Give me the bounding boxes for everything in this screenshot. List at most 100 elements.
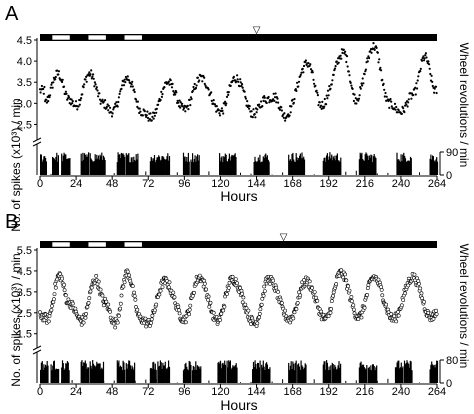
data-point (402, 107, 405, 110)
data-point (383, 88, 386, 91)
data-point (297, 85, 300, 88)
wheel-bar (193, 159, 195, 175)
data-point (323, 105, 326, 108)
data-point (328, 310, 333, 315)
wheel-bar (369, 369, 371, 383)
data-point (263, 96, 266, 99)
data-point (121, 284, 126, 289)
wheel-bar (190, 159, 192, 175)
wheel-bar (360, 154, 362, 175)
wheel-bar (331, 154, 333, 175)
wheel-bar (165, 368, 167, 383)
data-point (224, 100, 227, 103)
wheel-bar (257, 363, 259, 383)
wheel-bar (83, 153, 86, 175)
data-point (424, 52, 427, 55)
data-point (307, 279, 312, 284)
wheel-bar (50, 382, 52, 383)
wheel-bar (228, 158, 230, 175)
data-point (241, 83, 244, 86)
wheel-bar (326, 362, 328, 383)
data-point (396, 309, 401, 314)
wheel-bar (267, 159, 269, 175)
wheel-bar (230, 369, 232, 383)
data-point (48, 96, 51, 99)
wheel-bar (219, 363, 221, 383)
wheel-bar (168, 366, 171, 383)
wheel-bar (163, 365, 165, 383)
x-tick-label: 120 (211, 386, 229, 398)
data-point (119, 90, 122, 93)
wheel-bar (42, 369, 44, 383)
wheel-bar (150, 156, 152, 175)
wheel-bar (96, 361, 98, 383)
data-point (61, 78, 64, 81)
data-point (389, 97, 392, 101)
data-point (404, 101, 407, 104)
data-point (364, 68, 367, 71)
data-point (282, 116, 285, 119)
data-point (412, 272, 417, 277)
wheel-bar (153, 361, 155, 383)
wheel-bar (40, 170, 41, 175)
data-point (359, 87, 362, 90)
wheel-bar (159, 160, 161, 175)
data-point (283, 308, 288, 313)
data-point (361, 84, 364, 87)
wheel-bar (295, 360, 297, 383)
data-point (208, 300, 213, 305)
data-point (55, 277, 60, 282)
wheel-bar (229, 360, 231, 383)
wheel-bar (88, 367, 90, 383)
wheel-bar (355, 380, 357, 383)
data-point (73, 306, 78, 311)
data-point (422, 59, 426, 62)
wheel-bar (220, 157, 222, 175)
wheel-bar (57, 369, 59, 383)
wheel-bar (195, 361, 197, 383)
wheel-bar (367, 155, 369, 175)
data-point (71, 102, 74, 105)
wheel-bar (355, 170, 357, 175)
wheel-bar (408, 160, 410, 175)
wheel-bar (323, 157, 325, 175)
wheel-bar (406, 161, 408, 175)
wheel-bar (409, 360, 411, 383)
data-point (54, 75, 57, 79)
data-point (56, 69, 59, 72)
wheel-bar (369, 157, 371, 175)
wheel-bar (335, 366, 337, 383)
wheel-bar (405, 162, 407, 175)
wheel-bar (370, 154, 372, 175)
data-point (396, 111, 399, 114)
data-point (188, 303, 193, 308)
wheel-bar (96, 154, 98, 175)
data-point (157, 103, 160, 106)
wheel-bar (302, 158, 304, 175)
data-point (417, 281, 421, 286)
wheel-bar (252, 369, 254, 383)
data-point (315, 89, 318, 92)
data-point (299, 73, 302, 76)
wheel-bar (375, 367, 377, 383)
wheel-bar (252, 361, 255, 383)
wheel-bar (208, 171, 210, 175)
data-point (226, 285, 231, 290)
wheel-bar (298, 158, 300, 175)
data-point (265, 101, 268, 105)
data-point (38, 310, 42, 315)
data-point (138, 107, 141, 110)
data-point (273, 99, 276, 102)
data-point (240, 291, 245, 296)
data-point (64, 90, 67, 93)
wheel-bar (135, 154, 137, 175)
wheel-bar (82, 152, 84, 175)
wheel-bar (232, 365, 234, 383)
data-point (227, 91, 230, 94)
wheel-bar (436, 161, 439, 175)
data-point (213, 103, 217, 106)
wheel-bar (365, 152, 367, 175)
data-point (302, 64, 306, 68)
wheel-bar (120, 365, 122, 383)
data-point (57, 73, 60, 76)
